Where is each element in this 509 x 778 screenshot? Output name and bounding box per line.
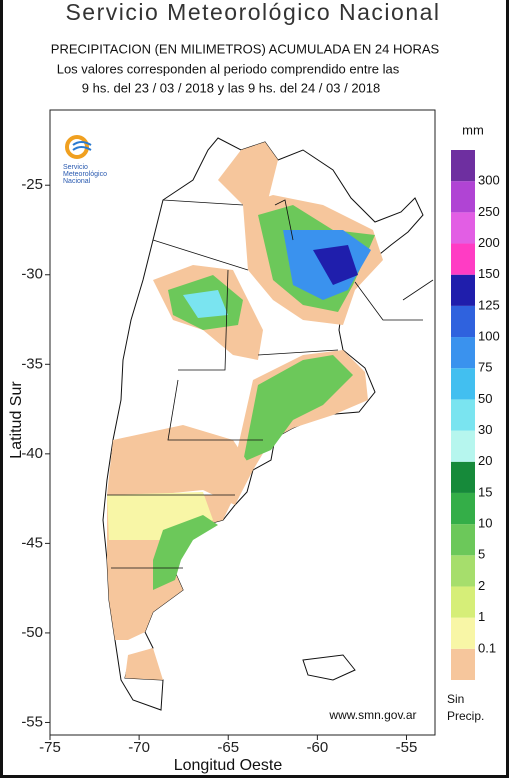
- legend-label: 100: [478, 328, 500, 343]
- legend-label: 20: [478, 453, 492, 468]
- y-tick-label: -30: [21, 266, 43, 283]
- period-line: Los valores corresponden al periodo comp…: [57, 61, 400, 76]
- period-line: 9 hs. del 23 / 03 / 2018 y las 9 hs. del…: [82, 80, 381, 95]
- legend-swatch: [451, 555, 475, 587]
- legend-swatch: [451, 524, 475, 556]
- legend-none: Sin: [447, 692, 464, 706]
- subtitle: PRECIPITACION (EN MILIMETROS) ACUMULADA …: [51, 41, 440, 56]
- legend-label: 50: [478, 391, 492, 406]
- map-figure: Servicio Meteorológico Nacional PRECIPIT…: [8, 0, 500, 774]
- legend-label: 15: [478, 484, 492, 499]
- legend-label: 30: [478, 422, 492, 437]
- logo: Servicio Meteorológico Nacional: [63, 135, 107, 185]
- legend-label: 125: [478, 297, 500, 312]
- legend-label: 150: [478, 266, 500, 281]
- y-tick-label: -55: [21, 713, 43, 730]
- title: Servicio Meteorológico Nacional: [65, 0, 440, 25]
- x-tick-label: -65: [217, 739, 239, 756]
- legend-label: 75: [478, 360, 492, 375]
- legend-none: Precip.: [447, 709, 484, 723]
- legend-swatch: [451, 181, 475, 213]
- legend-label: 200: [478, 235, 500, 250]
- logo-text: Servicio Meteorológico Nacional: [63, 164, 107, 185]
- legend-swatch: [451, 617, 475, 649]
- legend-unit: mm: [462, 122, 484, 137]
- legend-swatch: [451, 461, 475, 493]
- legend-swatch: [451, 492, 475, 525]
- y-tick-label: -50: [21, 624, 43, 641]
- y-tick-label: -35: [21, 355, 43, 372]
- legend-swatch: [451, 648, 475, 680]
- y-axis-label: Latitud Sur: [8, 381, 25, 459]
- legend-swatch: [451, 399, 475, 431]
- frame: Servicio Meteorológico Nacional PRECIPIT…: [3, 0, 506, 775]
- legend-swatch: [451, 586, 475, 618]
- x-tick-label: -70: [128, 739, 150, 756]
- legend-swatch: [451, 150, 475, 182]
- map-land: [102, 137, 434, 711]
- credit: www.smn.gov.ar: [328, 708, 416, 722]
- legend-swatch: [451, 430, 475, 462]
- legend-label: 2: [478, 578, 485, 593]
- legend-swatch: [451, 243, 475, 275]
- x-axis-label: Longitud Oeste: [174, 757, 283, 774]
- legend-label: 5: [478, 547, 485, 562]
- legend-label: 0.1: [478, 640, 496, 655]
- legend-swatch: [451, 274, 475, 306]
- logo-line: Meteorológico: [63, 171, 107, 178]
- legend-label: 250: [478, 204, 500, 219]
- legend-swatch: [451, 368, 475, 400]
- legend-label: 1: [478, 609, 485, 624]
- y-tick-label: -40: [21, 445, 43, 462]
- x-tick-label: -55: [396, 739, 418, 756]
- legend-swatch: [451, 305, 475, 338]
- legend-swatch: [451, 212, 475, 244]
- x-tick-label: -75: [39, 739, 61, 756]
- legend-label: 300: [478, 173, 500, 188]
- y-tick-label: -25: [21, 176, 43, 193]
- x-tick-label: -60: [307, 739, 329, 756]
- legend-swatch: [451, 337, 475, 369]
- legend-label: 10: [478, 516, 492, 531]
- logo-line: Servicio: [63, 164, 88, 171]
- logo-line: Nacional: [63, 178, 91, 185]
- y-tick-label: -45: [21, 534, 43, 551]
